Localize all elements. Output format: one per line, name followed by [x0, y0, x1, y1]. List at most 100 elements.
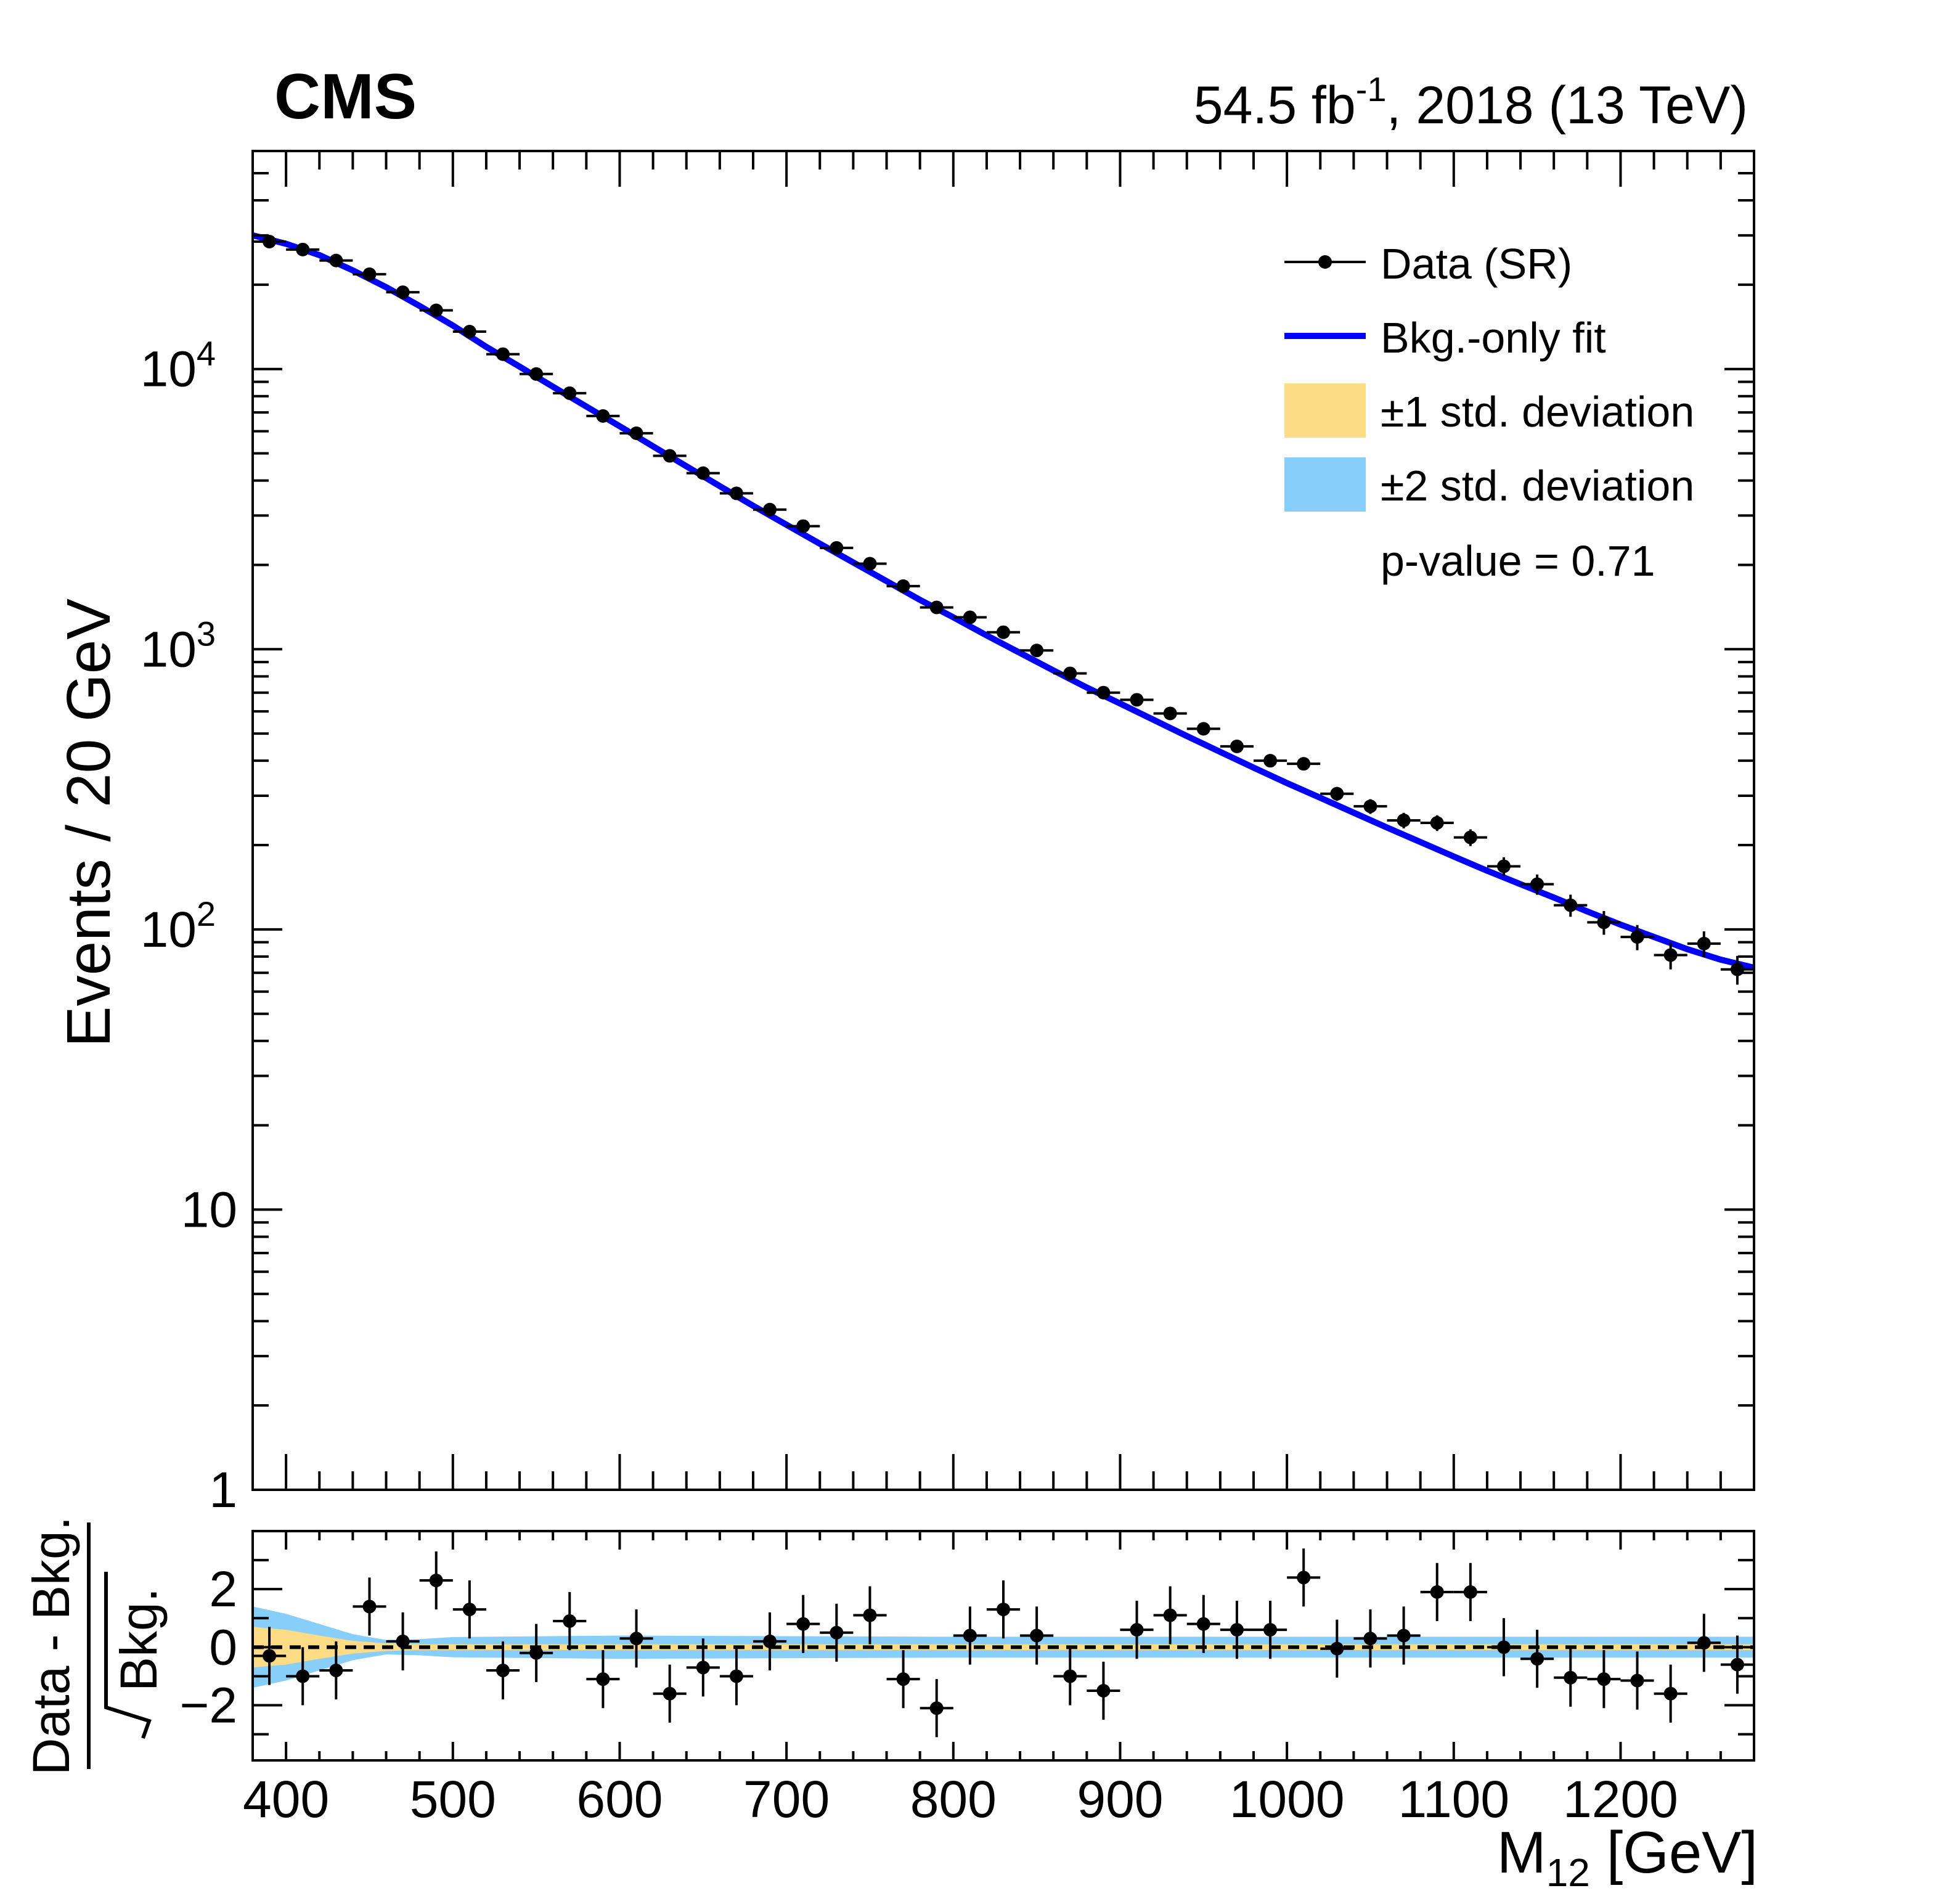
pull-point-marker [796, 1617, 810, 1631]
pull-point-marker [997, 1603, 1010, 1617]
data-point-marker [1096, 685, 1111, 700]
data-point [1554, 894, 1588, 917]
legend: Data (SR) Bkg.-only fit ±1 std. deviatio… [1284, 240, 1694, 585]
legend-fit-label: Bkg.-only fit [1381, 314, 1606, 362]
pull-point [1620, 1651, 1654, 1710]
pull-point-marker [263, 1649, 277, 1663]
pull-point [253, 1627, 287, 1685]
main-frame [251, 150, 1755, 1491]
legend-pvalue: p-value = 0.71 [1381, 537, 1655, 585]
ratio-x-ticks: 400 500 600 700 800 900 1000 1100 1200 [243, 1531, 1755, 1828]
data-point [1053, 666, 1087, 680]
pull-point-marker [1130, 1623, 1144, 1637]
data-point-marker [1263, 754, 1278, 768]
data-point [719, 486, 753, 501]
data-point-marker [1363, 799, 1377, 814]
data-point-marker [563, 386, 577, 400]
pull-point [1254, 1601, 1287, 1659]
data-point-marker [1163, 706, 1177, 721]
pull-point [520, 1624, 553, 1682]
pull-point [1687, 1614, 1721, 1672]
pull-point-marker [763, 1634, 777, 1648]
data-point [1020, 644, 1054, 658]
pull-point-marker [563, 1614, 577, 1628]
legend-one-sigma-swatch [1284, 383, 1366, 438]
data-point-marker [1630, 930, 1644, 944]
pull-point [1554, 1648, 1588, 1707]
pull-point [1053, 1647, 1087, 1706]
pull-point [419, 1551, 453, 1610]
pull-point [1520, 1630, 1554, 1688]
pull-point-marker [1430, 1585, 1444, 1599]
pull-point [619, 1609, 653, 1668]
data-point [520, 367, 553, 381]
luminosity-label: 54.5 fb-1, 2018 (13 TeV) [1194, 70, 1748, 135]
ratio-y-tick-label: 0 [209, 1619, 237, 1675]
data-point-marker [1397, 813, 1411, 827]
pull-point-marker [329, 1664, 343, 1678]
data-point [386, 285, 420, 300]
data-point [1153, 706, 1187, 721]
y-tick-label: 1 [209, 1462, 237, 1518]
pull-point [286, 1647, 320, 1706]
data-point [920, 600, 953, 615]
pull-point-marker [1096, 1683, 1111, 1698]
data-point [886, 579, 920, 593]
sqrt-symbol-icon [104, 1572, 152, 1739]
pull-point-marker [429, 1574, 443, 1588]
legend-two-sigma-label: ±2 std. deviation [1381, 462, 1694, 510]
legend-data-label: Data (SR) [1381, 240, 1572, 288]
data-point [1220, 739, 1254, 753]
y-tick-label: 102 [141, 894, 216, 958]
pull-point-marker [396, 1634, 410, 1648]
data-point-marker [1663, 948, 1678, 962]
pull-point-marker [1230, 1623, 1244, 1637]
pull-point-marker [1063, 1669, 1077, 1683]
data-point-marker [1497, 859, 1511, 873]
pull-point-marker [362, 1600, 377, 1614]
pull-point [1220, 1601, 1254, 1659]
ratio-y-ticks: −202 [180, 1559, 1754, 1736]
data-point [953, 610, 987, 624]
x-tick-label: 1100 [1398, 1770, 1509, 1828]
pull-point-marker [1663, 1686, 1678, 1701]
data-point [586, 409, 620, 423]
data-point [486, 347, 520, 361]
data-point [686, 466, 720, 480]
pull-point [1587, 1650, 1621, 1709]
data-point [1087, 685, 1120, 700]
pull-point-marker [496, 1664, 510, 1678]
pull-point-marker [1730, 1657, 1744, 1672]
pull-point-marker [529, 1646, 544, 1660]
pull-point [1654, 1664, 1687, 1723]
data-point [1620, 925, 1654, 950]
pull-point [1487, 1618, 1521, 1677]
y-tick-label: 104 [141, 334, 216, 398]
ratio-plot-area [253, 1548, 1754, 1738]
main-plot-area [251, 232, 1755, 985]
pull-point [886, 1650, 920, 1709]
data-point-marker [396, 285, 410, 300]
data-point-marker [496, 347, 510, 361]
data-point-marker [830, 541, 844, 555]
data-point-marker [596, 409, 610, 423]
data-point-marker [1297, 757, 1311, 771]
data-point [1353, 799, 1387, 814]
pull-point [753, 1612, 787, 1671]
legend-entry-data: Data (SR) [1284, 240, 1572, 288]
legend-data-marker [1318, 255, 1332, 269]
data-point [1453, 829, 1487, 846]
data-point [653, 449, 687, 463]
data-point [1520, 874, 1554, 895]
pull-point [1320, 1619, 1354, 1678]
pull-point [386, 1612, 420, 1671]
pull-point-marker [1263, 1623, 1278, 1637]
data-point-marker [529, 367, 544, 381]
pull-point [1453, 1563, 1487, 1621]
data-point [1320, 787, 1354, 801]
data-point-marker [1564, 898, 1578, 912]
data-point [319, 253, 353, 268]
pull-point-marker [1363, 1632, 1377, 1646]
pull-point [452, 1580, 486, 1639]
pull-point [1186, 1595, 1220, 1653]
